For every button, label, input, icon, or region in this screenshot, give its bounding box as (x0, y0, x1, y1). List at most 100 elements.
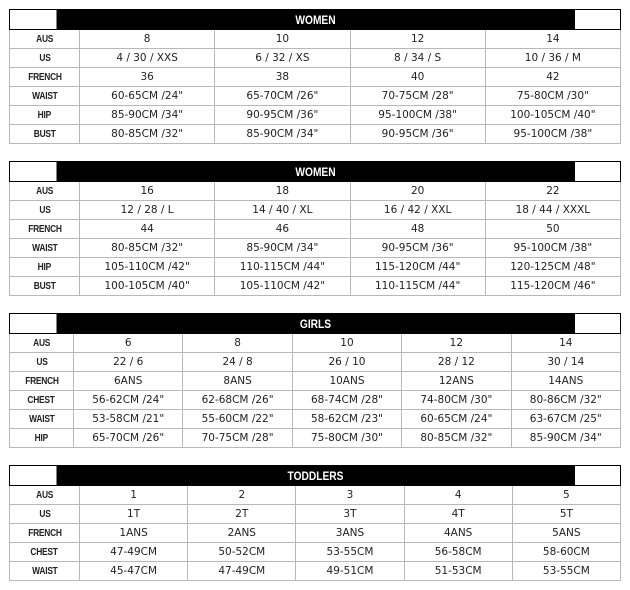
size-cell: 115-120CM /44" (349, 257, 486, 277)
table-row: FRENCH 44 46 48 50 (9, 219, 622, 239)
table-row: CHEST 56-62CM /24" 62-68CM /26" 68-74CM /28… (9, 390, 622, 410)
size-cell: 38 (214, 67, 351, 87)
size-cell: 30 / 14 (510, 352, 622, 372)
size-cell: 80-86CM /32" (510, 390, 622, 410)
size-cell: 49-51CM (295, 561, 405, 581)
row-label-text: US (38, 204, 51, 216)
size-cell: 62-68CM /26" (182, 390, 293, 410)
size-cell: 6 (72, 333, 184, 353)
table-row: WAIST 53-58CM /21" 55-60CM /22" 58-62CM /23… (9, 409, 622, 429)
size-cell: 12 (349, 29, 486, 49)
size-cell: 14ANS (510, 371, 622, 391)
row-label-text: US (38, 508, 51, 520)
size-cell: 8 (78, 29, 216, 49)
size-cell: 16 (78, 181, 216, 201)
table-row: AUS 16 18 20 22 (9, 181, 622, 201)
size-cell: 65-70CM /26" (72, 428, 184, 448)
size-table-toddlers: TODDLERS AUS 1 2 3 4 5 US 1T 2T 3T 4T 5T FRENCH 1ANS 2A… (9, 465, 622, 581)
size-cell: 36 (78, 67, 216, 87)
table-row: WAIST 80-85CM /32" 85-90CM /34" 90-95CM /36… (9, 238, 622, 258)
row-label-text: BUST (33, 280, 56, 292)
table-row: AUS 8 10 12 14 (9, 29, 622, 49)
table-row: US 1T 2T 3T 4T 5T (9, 504, 622, 524)
row-label-text: FRENCH (27, 223, 62, 235)
size-cell: 22 / 6 (72, 352, 184, 372)
size-cell: 47-49CM (187, 561, 297, 581)
row-label: BUST (9, 276, 80, 296)
row-label-text: AUS (35, 33, 54, 45)
row-label: CHEST (9, 542, 80, 562)
size-cell: 63-67CM /25" (510, 409, 622, 429)
row-label: HIP (9, 105, 80, 125)
size-cell: 105-110CM /42" (78, 257, 216, 277)
size-cell: 50 (484, 219, 622, 239)
row-label-text: US (35, 356, 48, 368)
size-cell: 18 / 44 / XXXL (484, 200, 622, 220)
row-label-text: HIP (37, 261, 52, 273)
table-row: BUST 100-105CM /40" 105-110CM /42" 110-115C… (9, 276, 622, 296)
size-cell: 47-49CM (78, 542, 189, 562)
size-cell: 16 / 42 / XXL (349, 200, 486, 220)
size-cell: 5T (511, 504, 622, 524)
table-title: WOMEN (54, 161, 576, 182)
size-cell: 53-55CM (511, 561, 622, 581)
size-cell: 56-58CM (403, 542, 513, 562)
row-label-text: HIP (34, 432, 49, 444)
table-title: GIRLS (54, 313, 576, 334)
size-cell: 6 / 32 / XS (214, 48, 351, 68)
row-label-text: US (38, 52, 51, 64)
size-cell: 56-62CM /24" (72, 390, 184, 410)
size-cell: 3T (295, 504, 405, 524)
size-cell: 6ANS (72, 371, 184, 391)
size-cell: 53-55CM (295, 542, 405, 562)
row-label: FRENCH (9, 523, 80, 543)
row-label: AUS (9, 333, 74, 353)
size-cell: 105-110CM /42" (214, 276, 351, 296)
size-cell: 95-100CM /38" (349, 105, 486, 125)
size-cell: 90-95CM /36" (214, 105, 351, 125)
size-cell: 80-85CM /32" (78, 124, 216, 144)
row-label-text: WAIST (31, 242, 58, 254)
row-label: FRENCH (9, 67, 80, 87)
size-cell: 70-75CM /28" (182, 428, 293, 448)
size-cell: 4 (403, 485, 513, 505)
size-cell: 10 / 36 / M (484, 48, 622, 68)
size-cell: 8ANS (182, 371, 293, 391)
size-cell: 46 (214, 219, 351, 239)
size-cell: 100-105CM /40" (78, 276, 216, 296)
size-cell: 58-60CM (511, 542, 622, 562)
row-label-text: WAIST (31, 90, 58, 102)
size-table-girls: GIRLS AUS 6 8 10 12 14 US 22 / 6 24 / 8 26 / 10 28 … (9, 313, 622, 448)
size-cell: 80-85CM /32" (401, 428, 512, 448)
size-cell: 22 (484, 181, 622, 201)
row-label-text: FRENCH (27, 71, 62, 83)
row-label: FRENCH (9, 219, 80, 239)
row-label-text: WAIST (28, 413, 55, 425)
row-label: WAIST (9, 86, 80, 106)
size-cell: 14 (484, 29, 622, 49)
size-cell: 95-100CM /38" (484, 238, 622, 258)
row-label-text: AUS (35, 185, 54, 197)
row-label-text: CHEST (30, 546, 59, 558)
size-table-women: WOMEN AUS 8 10 12 14 US 4 / 30 / XXS 6 / 32 / XS… (9, 9, 622, 144)
row-label-text: FRENCH (27, 527, 62, 539)
size-cell: 90-95CM /36" (349, 124, 486, 144)
row-label: FRENCH (9, 371, 74, 391)
table-row: WAIST 45-47CM 47-49CM 49-51CM 51-53CM 53-55CM (9, 561, 622, 581)
row-label-text: FRENCH (24, 375, 59, 387)
row-label: BUST (9, 124, 80, 144)
size-cell: 8 / 34 / S (349, 48, 486, 68)
size-cell: 1T (78, 504, 189, 524)
row-label: US (9, 352, 74, 372)
size-cell: 74-80CM /30" (401, 390, 512, 410)
size-cell: 20 (349, 181, 486, 201)
table-row: FRENCH 1ANS 2ANS 3ANS 4ANS 5ANS (9, 523, 622, 543)
size-cell: 10 (214, 29, 351, 49)
row-label: US (9, 504, 80, 524)
size-cell: 3 (295, 485, 405, 505)
table-row: WAIST 60-65CM /24" 65-70CM /26" 70-75CM /28… (9, 86, 622, 106)
row-label: US (9, 48, 80, 68)
table-row: HIP 105-110CM /42" 110-115CM /44" 115-120CM… (9, 257, 622, 277)
size-cell: 115-120CM /46" (484, 276, 622, 296)
row-label-text: WAIST (31, 565, 58, 577)
